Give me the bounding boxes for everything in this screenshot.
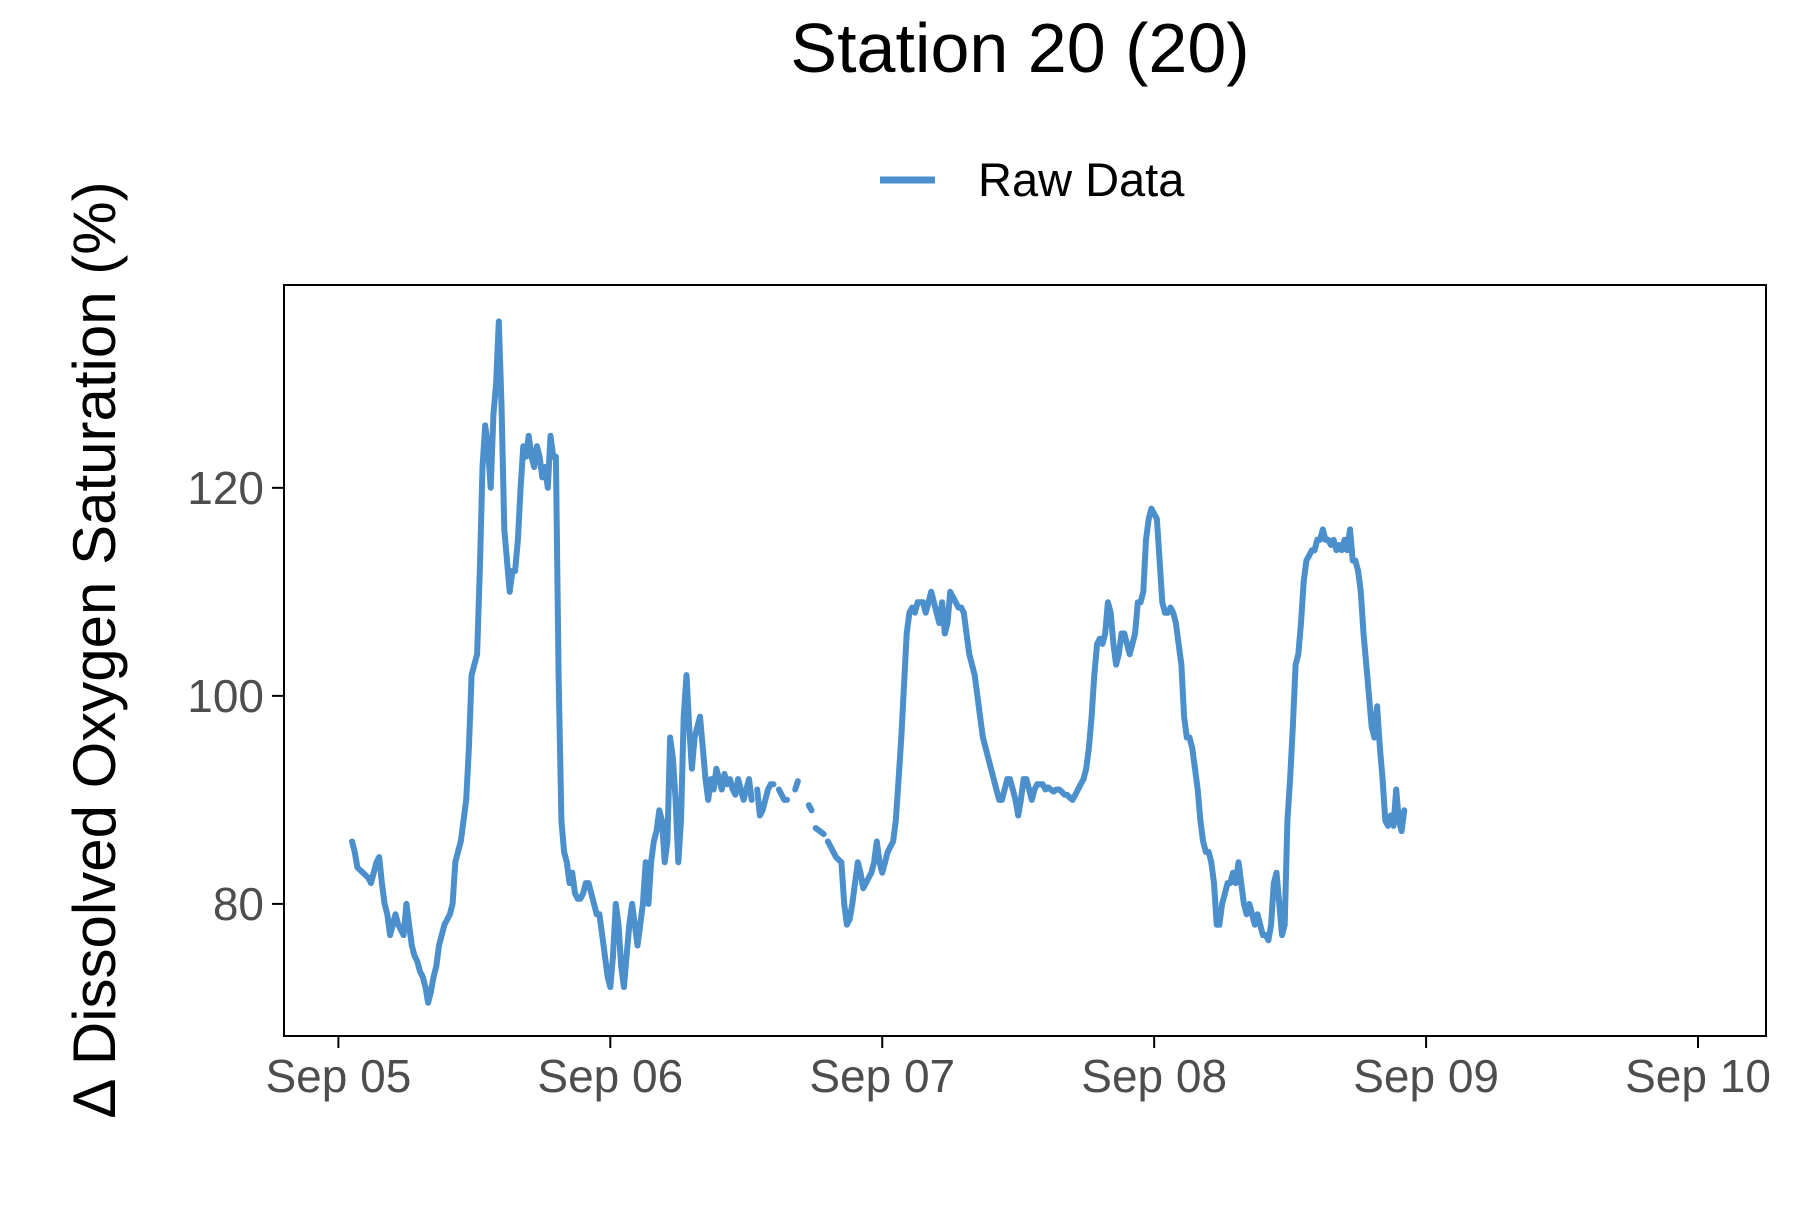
- series-line-segment: [754, 781, 777, 819]
- x-tick-label: Sep 07: [809, 1050, 955, 1102]
- y-tick-label: 120: [187, 462, 264, 514]
- series-line-segment: [792, 778, 801, 793]
- x-tick-label: Sep 09: [1353, 1050, 1499, 1102]
- legend-label-raw-data: Raw Data: [978, 153, 1185, 206]
- plot-panel-border: [283, 284, 1767, 1037]
- chart-title: Station 20 (20): [790, 9, 1249, 87]
- series-line-segment: [805, 802, 815, 814]
- y-axis-label: Δ Dissolved Oxygen Saturation (%): [61, 181, 128, 1118]
- x-tick-label: Sep 10: [1625, 1050, 1771, 1102]
- plot-area: Sep 05 Sep 06 Sep 07 Sep 08 Sep 09 Sep 10 80 10…: [187, 284, 1771, 1102]
- x-tick-label: Sep 08: [1081, 1050, 1227, 1102]
- y-tick-label: 100: [187, 670, 264, 722]
- x-tick-label: Sep 05: [265, 1050, 411, 1102]
- series-line-segment: [349, 318, 755, 1006]
- series-line-segment: [812, 825, 827, 838]
- series-line-segment: [824, 505, 1408, 944]
- series-line-segment: [775, 786, 791, 803]
- x-tick-label: Sep 06: [537, 1050, 683, 1102]
- y-tick-label: 80: [213, 878, 264, 930]
- legend: Raw Data: [880, 153, 1185, 206]
